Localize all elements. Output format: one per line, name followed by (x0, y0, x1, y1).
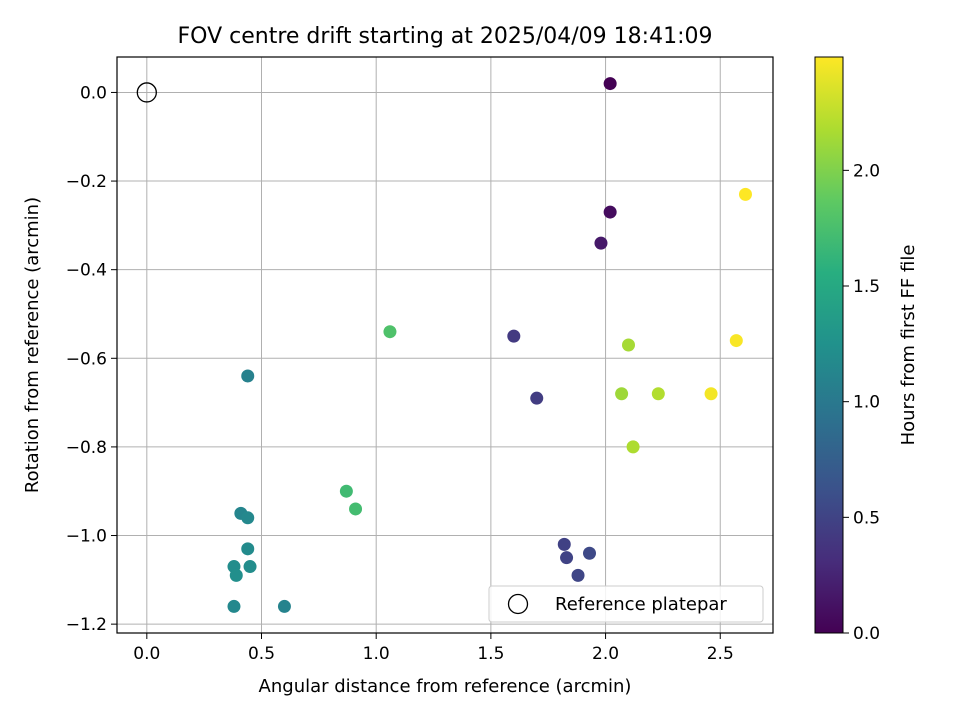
reference-point-marker (136, 82, 157, 103)
y-axis: 0.0 −0.2 −0.4 −0.6 −0.8 −1.0 −1.2 (66, 83, 117, 635)
data-point (241, 369, 255, 383)
grid (117, 57, 773, 633)
legend-entry-label: Reference platepar (555, 594, 727, 615)
legend-box (488, 585, 764, 623)
data-point (243, 560, 257, 574)
data-point (557, 537, 571, 551)
x-tick-label: 1.0 (363, 644, 390, 664)
data-point (571, 568, 585, 582)
x-tick-label: 2.5 (707, 644, 734, 664)
data-points (136, 77, 752, 613)
y-tick-label: −0.2 (66, 172, 107, 192)
data-point (507, 329, 521, 343)
x-tick-label: 0.0 (133, 644, 160, 664)
x-tick-label: 2.0 (592, 644, 619, 664)
data-point (594, 236, 608, 250)
y-tick-label: 0.0 (80, 83, 107, 103)
data-point (651, 387, 665, 401)
colorbar-tick-label: 2.0 (853, 161, 880, 181)
data-point (729, 334, 743, 348)
colorbar: 0.0 0.5 1.0 1.5 2.0 Hours from first FF file (814, 56, 919, 644)
colorbar-tick-label: 0.0 (853, 624, 880, 644)
data-point (227, 599, 241, 613)
plot-frame (116, 56, 774, 634)
chart-title: FOV centre drift starting at 2025/04/09 … (178, 24, 713, 49)
colorbar-ticks: 0.0 0.5 1.0 1.5 2.0 (843, 161, 880, 644)
data-point (241, 542, 255, 556)
data-point (704, 387, 718, 401)
data-point (583, 546, 597, 560)
colorbar-tick-label: 1.5 (853, 277, 880, 297)
x-axis: 0.0 0.5 1.0 1.5 2.0 2.5 (133, 633, 734, 664)
data-point (339, 484, 353, 498)
data-point (603, 205, 617, 219)
data-point (626, 440, 640, 454)
y-tick-label: −0.8 (66, 438, 107, 458)
y-tick-label: −1.0 (66, 527, 107, 547)
x-tick-label: 1.5 (477, 644, 504, 664)
data-point (349, 502, 363, 516)
y-tick-label: −1.2 (66, 615, 107, 635)
data-point (277, 599, 291, 613)
data-point (383, 325, 397, 339)
data-point (229, 568, 243, 582)
data-point (603, 77, 617, 91)
y-tick-label: −0.4 (66, 261, 107, 281)
colorbar-label: Hours from first FF file (898, 245, 919, 446)
x-tick-label: 0.5 (248, 644, 275, 664)
data-point (560, 551, 574, 565)
data-point (241, 511, 255, 525)
legend-reference-marker (507, 593, 529, 615)
x-axis-label: Angular distance from reference (arcmin) (259, 676, 632, 697)
y-tick-label: −0.6 (66, 349, 107, 369)
data-point (615, 387, 629, 401)
colorbar-tick-label: 0.5 (853, 508, 880, 528)
colorbar-tick-label: 1.0 (853, 393, 880, 413)
data-point (530, 391, 544, 405)
colorbar-gradient (814, 56, 844, 634)
data-point (738, 187, 752, 201)
legend: Reference platepar (488, 585, 764, 623)
data-point (621, 338, 635, 352)
y-axis-label: Rotation from reference (arcmin) (22, 197, 43, 493)
